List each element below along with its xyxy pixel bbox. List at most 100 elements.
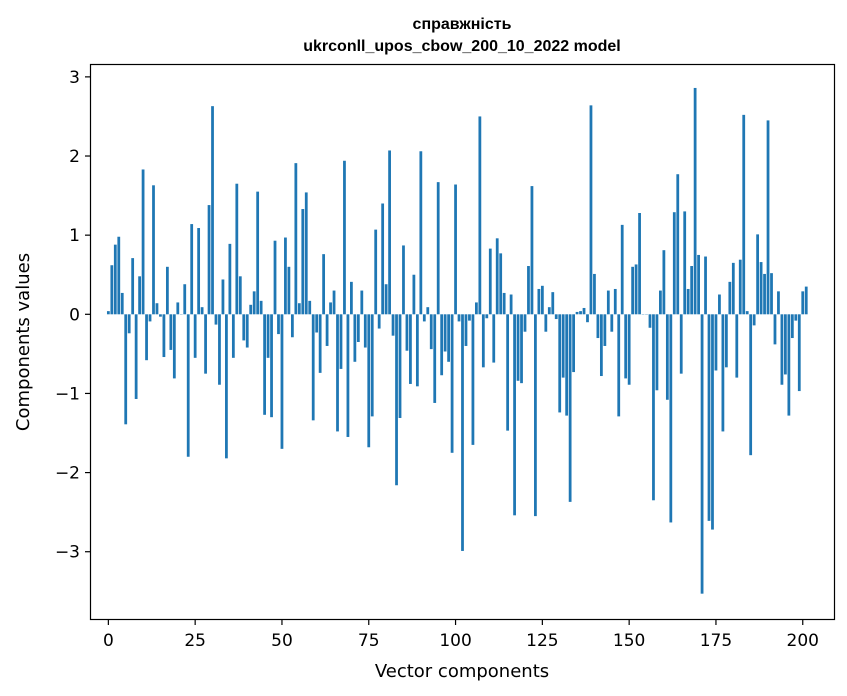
y-tick-label-0: −3 [55,543,80,563]
bar-109 [485,314,489,319]
bar-131 [561,314,565,378]
bar-161 [665,314,669,400]
bar-110 [488,248,492,315]
bar-91 [422,314,426,322]
bar-31 [214,314,218,325]
bar-112 [495,238,499,315]
bar-80 [384,284,388,315]
bar-101 [457,314,461,322]
bar-86 [405,314,409,351]
chart-title-line-1: справжність [413,16,512,33]
bar-120 [523,314,527,332]
bar-85 [402,245,405,315]
bar-166 [683,211,687,315]
bar-6 [127,314,131,334]
bar-11 [145,314,148,361]
bar-125 [540,285,544,315]
bar-46 [266,314,270,358]
bar-24 [190,224,194,315]
bar-103 [464,314,468,346]
bar-17 [165,266,169,315]
bar-8 [134,314,138,399]
bar-171 [700,314,704,594]
x-tick-label-175: 175 [700,631,732,651]
bar-43 [256,191,260,315]
bar-98 [447,314,450,362]
x-tick-label-25: 25 [184,631,206,651]
bar-149 [624,314,628,379]
bar-195 [784,314,787,375]
bar-79 [381,203,385,315]
bar-134 [572,314,575,373]
y-axis-label: Components values [13,253,34,431]
bar-136 [579,311,582,315]
bar-117 [513,314,516,516]
bar-45 [263,314,266,415]
bar-146 [613,288,617,315]
bar-162 [669,314,673,523]
bar-14 [155,303,159,315]
bar-135 [575,311,579,315]
bar-1 [110,265,114,315]
bar-148 [620,224,624,315]
bar-102 [461,314,464,551]
bar-130 [558,314,562,413]
bar-77 [374,229,378,315]
bar-174 [711,314,714,530]
bar-201 [804,286,808,315]
bar-196 [787,314,791,416]
bar-22 [183,284,187,315]
bar-118 [516,314,520,381]
bar-192 [773,314,777,345]
x-axis-label: Vector components [375,661,549,682]
x-axis-ticks: 0 25 50 75 100 125 150 175 200 [103,619,819,651]
bar-84 [398,314,402,418]
bar-129 [554,314,558,320]
bar-64 [329,302,332,315]
bar-13 [152,185,155,315]
bar-126 [544,314,548,332]
bar-106 [475,302,478,315]
bar-33 [221,279,225,315]
y-axis-ticks: −3 −2 −1 0 1 2 3 [55,68,91,563]
bar-191 [770,273,773,315]
bar-69 [346,314,350,437]
bar-107 [478,116,482,315]
bar-181 [735,314,739,378]
bar-58 [308,300,312,315]
bar-194 [780,314,784,385]
bar-96 [440,314,444,376]
bar-151 [631,266,635,315]
bar-41 [249,304,253,315]
y-tick-label-6: 3 [69,68,80,88]
bar-152 [634,264,638,315]
bar-173 [707,314,711,521]
bar-67 [339,314,343,369]
bar-90 [419,151,423,315]
plot-frame [89,63,836,621]
bar-78 [377,314,381,329]
bar-122 [530,186,534,315]
chart-title-line-2: ukrconll_upos_cbow_200_10_2022 model [303,38,620,55]
bar-54 [294,163,298,315]
bar-74 [363,314,367,348]
y-tick-label-4: 1 [69,226,80,246]
bar-185 [749,314,753,456]
bar-108 [481,314,485,368]
bar-115 [506,314,510,431]
bar-179 [728,281,732,315]
bar-15 [159,314,162,317]
bar-144 [606,290,610,315]
bar-169 [693,87,697,315]
bar-83 [395,314,398,486]
bar-193 [777,291,780,315]
bar-28 [204,314,207,374]
x-tick-label-150: 150 [613,631,645,651]
bar-29 [207,205,211,315]
bar-82 [391,314,395,336]
bar-121 [527,266,530,315]
bar-60 [315,314,319,333]
bar-124 [537,288,541,315]
bar-156 [648,314,652,328]
